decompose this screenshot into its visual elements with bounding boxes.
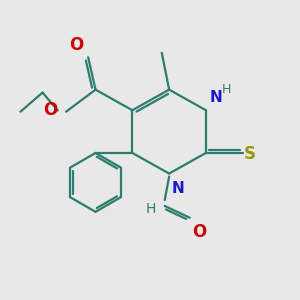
Text: O: O — [192, 223, 206, 241]
Text: H: H — [146, 202, 156, 216]
Text: N: N — [209, 90, 222, 105]
Text: N: N — [172, 181, 185, 196]
Text: O: O — [69, 36, 83, 54]
Text: S: S — [244, 146, 256, 164]
Text: O: O — [43, 101, 57, 119]
Text: H: H — [221, 82, 231, 95]
